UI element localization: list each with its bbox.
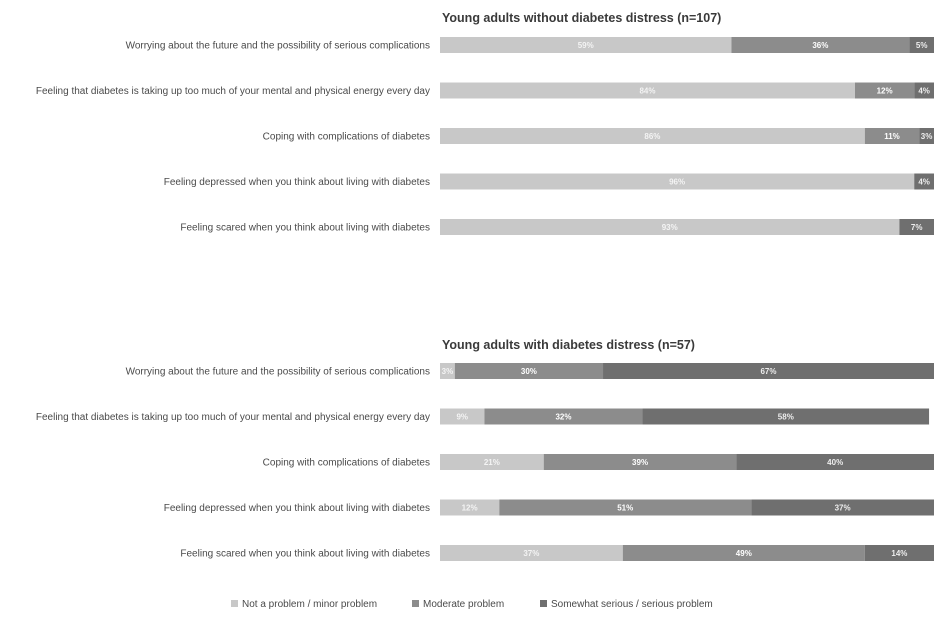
bar-segment: [914, 82, 934, 99]
data-label: 40%: [827, 458, 843, 467]
data-label: 30%: [521, 367, 537, 376]
bar-segment: [864, 545, 934, 561]
data-label: 7%: [911, 223, 923, 232]
bar-segment: [499, 499, 752, 516]
category-label: Worrying about the future and the possib…: [126, 41, 430, 52]
legend-label: Moderate problem: [423, 599, 504, 610]
bar-segment: [899, 219, 934, 235]
data-label: 49%: [736, 549, 752, 558]
category-label: Feeling that diabetes is taking up too m…: [36, 86, 430, 97]
data-label: 4%: [918, 178, 930, 187]
bar-segment: [440, 128, 865, 144]
data-label: 51%: [617, 504, 633, 513]
data-label: 84%: [639, 87, 655, 96]
category-label: Coping with complications of diabetes: [263, 458, 430, 469]
bar-segment: [914, 173, 934, 190]
bar-segment: [864, 128, 920, 144]
category-label: Feeling that diabetes is taking up too m…: [36, 412, 430, 423]
data-label: 9%: [456, 413, 468, 422]
category-label: Feeling scared when you think about livi…: [180, 223, 430, 234]
bar-segment: [440, 82, 855, 99]
bar-segment: [440, 454, 544, 470]
data-label: 37%: [835, 504, 851, 513]
data-label: 14%: [891, 549, 907, 558]
bar-segment: [484, 408, 643, 425]
data-label: 12%: [877, 87, 893, 96]
data-label: 67%: [760, 367, 776, 376]
data-label: 11%: [884, 132, 900, 141]
data-label: 39%: [632, 458, 648, 467]
panel-title: Young adults with diabetes distress (n=5…: [442, 338, 695, 352]
bar-segment: [731, 37, 910, 53]
bar-segment: [603, 363, 934, 379]
data-label: 58%: [778, 413, 794, 422]
panel-title: Young adults without diabetes distress (…: [442, 11, 721, 25]
bar-segment: [736, 454, 934, 470]
bar-segment: [440, 408, 485, 425]
bar-segment: [854, 82, 915, 99]
data-label: 21%: [484, 458, 500, 467]
bar-segment: [440, 219, 900, 235]
category-label: Feeling depressed when you think about l…: [164, 177, 430, 188]
category-label: Feeling scared when you think about livi…: [180, 549, 430, 560]
bar-segment: [919, 128, 934, 144]
legend-label: Not a problem / minor problem: [242, 599, 377, 610]
bar-segment: [440, 363, 455, 379]
data-label: 93%: [662, 223, 678, 232]
bar-segment: [440, 173, 915, 190]
bar-segment: [440, 37, 732, 53]
bar-segment: [440, 545, 623, 561]
data-label: 37%: [523, 549, 539, 558]
data-label: 86%: [644, 132, 660, 141]
data-label: 3%: [442, 367, 454, 376]
data-label: 59%: [578, 41, 594, 50]
data-label: 96%: [669, 178, 685, 187]
data-label: 4%: [918, 87, 930, 96]
data-label: 5%: [916, 41, 928, 50]
category-label: Worrying about the future and the possib…: [126, 367, 430, 378]
data-label: 3%: [921, 132, 933, 141]
category-label: Coping with complications of diabetes: [263, 132, 430, 143]
bar-segment: [543, 454, 737, 470]
bar-segment: [751, 499, 934, 516]
bar-segment: [622, 545, 865, 561]
legend-swatch: [412, 600, 419, 607]
data-label: 36%: [812, 41, 828, 50]
data-label: 32%: [555, 413, 571, 422]
legend-swatch: [540, 600, 547, 607]
legend-label: Somewhat serious / serious problem: [551, 599, 713, 610]
category-label: Feeling depressed when you think about l…: [164, 503, 430, 514]
bar-segment: [440, 499, 500, 516]
data-label: 12%: [462, 504, 478, 513]
legend-swatch: [231, 600, 238, 607]
bar-segment: [642, 408, 930, 425]
bar-segment: [909, 37, 934, 53]
bar-segment: [454, 363, 604, 379]
